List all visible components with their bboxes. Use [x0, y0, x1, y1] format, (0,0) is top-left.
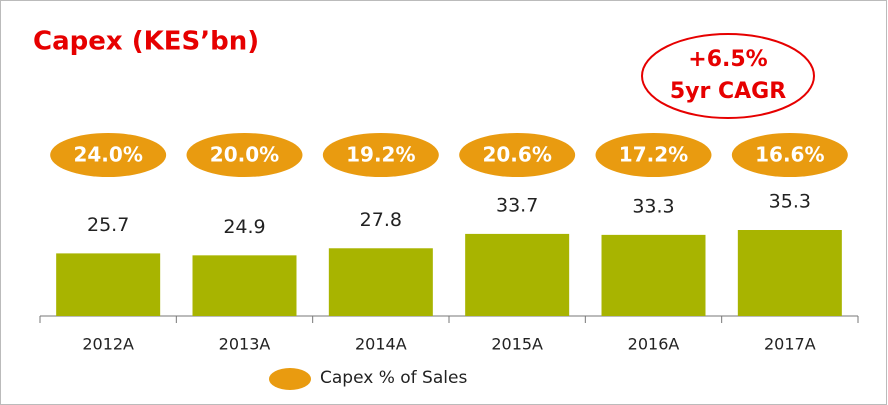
- x-tick-label: 2016A: [628, 335, 680, 354]
- value-label: 24.9: [223, 216, 265, 238]
- value-label: 33.3: [632, 195, 674, 217]
- percent-label: 20.6%: [482, 143, 551, 167]
- bar: [328, 248, 433, 316]
- percent-oval: [459, 133, 576, 177]
- annotation: +6.5%: [688, 47, 767, 72]
- percent-oval: [186, 133, 303, 177]
- value-label: 25.7: [87, 214, 129, 236]
- x-tick-label: 2012A: [82, 335, 134, 354]
- x-tick-label: 2014A: [355, 335, 407, 354]
- percent-oval: [50, 133, 167, 177]
- x-tick-label: 2015A: [491, 335, 543, 354]
- bar: [192, 255, 297, 316]
- percent-oval: [595, 133, 712, 177]
- percent-oval: [322, 133, 439, 177]
- bar: [56, 253, 161, 316]
- percent-label: 20.0%: [210, 143, 279, 167]
- percent-label: 17.2%: [619, 143, 688, 167]
- value-label: 35.3: [769, 191, 811, 213]
- value-label: 33.7: [496, 194, 538, 216]
- cagr-oval: [641, 33, 815, 119]
- percent-oval: [731, 133, 848, 177]
- x-tick-label: 2017A: [764, 335, 816, 354]
- annotation: 5yr CAGR: [670, 79, 786, 104]
- chart-title: Capex (KES’bn): [33, 27, 259, 57]
- bar: [601, 234, 706, 316]
- legend-label: Capex % of Sales: [320, 368, 467, 388]
- bar: [465, 233, 570, 316]
- percent-label: 16.6%: [755, 143, 824, 167]
- value-label: 27.8: [360, 209, 402, 231]
- x-tick-label: 2013A: [219, 335, 271, 354]
- percent-label: 19.2%: [346, 143, 415, 167]
- bar: [737, 230, 842, 316]
- legend-swatch: [269, 368, 311, 390]
- percent-label: 24.0%: [73, 143, 142, 167]
